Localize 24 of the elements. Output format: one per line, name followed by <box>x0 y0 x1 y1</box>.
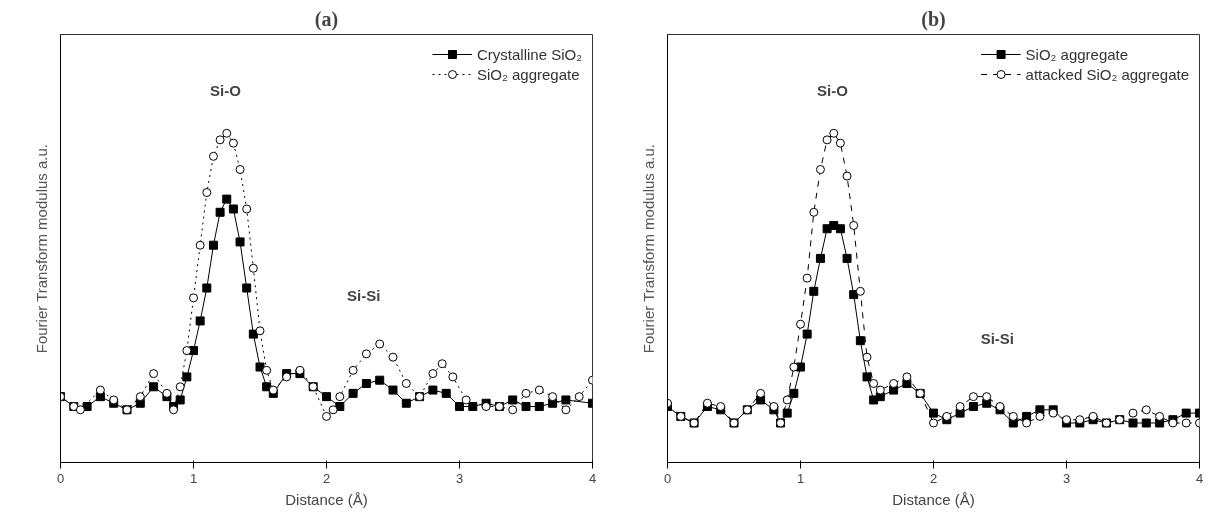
legend-label: SiO₂ aggregate <box>1025 45 1129 63</box>
x-axis-title: Distance (Å) <box>892 490 975 508</box>
x-tick-label: 1 <box>796 470 805 486</box>
x-tick-label: 3 <box>1062 470 1071 486</box>
x-tick-label: 4 <box>1195 470 1204 486</box>
x-tick-label: 0 <box>56 470 65 486</box>
annotation: Si-Si <box>980 329 1015 347</box>
x-tick-label: 3 <box>455 470 464 486</box>
chart-title: (b) <box>921 7 946 31</box>
x-tick-label: 1 <box>189 470 198 486</box>
x-tick-label: 4 <box>588 470 597 486</box>
legend-label: Crystalline SiO₂ <box>476 45 582 63</box>
x-tick-label: 0 <box>663 470 672 486</box>
x-tick-label: 2 <box>322 470 331 486</box>
x-axis-title: Distance (Å) <box>285 490 368 508</box>
x-tick-label: 2 <box>929 470 938 486</box>
text: Si-O <box>210 81 242 99</box>
y-axis-title: Fourier Transform modulus a.u. <box>32 144 50 354</box>
annotation: Si-Si <box>347 287 381 305</box>
chart-title: (a) <box>314 7 339 31</box>
text: Si-O <box>817 81 849 99</box>
y-axis-title: Fourier Transform modulus a.u. <box>639 144 657 354</box>
legend-label: SiO₂ aggregate <box>476 65 580 83</box>
legend-label: attacked SiO₂ aggregate <box>1025 65 1189 83</box>
